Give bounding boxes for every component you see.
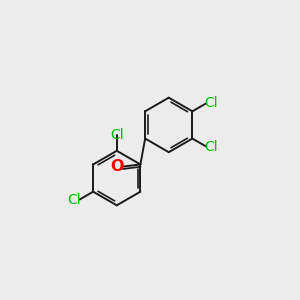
- Text: Cl: Cl: [205, 96, 218, 110]
- Text: Cl: Cl: [68, 193, 81, 207]
- Text: Cl: Cl: [205, 140, 218, 154]
- Text: O: O: [110, 159, 124, 174]
- Text: Cl: Cl: [110, 128, 124, 142]
